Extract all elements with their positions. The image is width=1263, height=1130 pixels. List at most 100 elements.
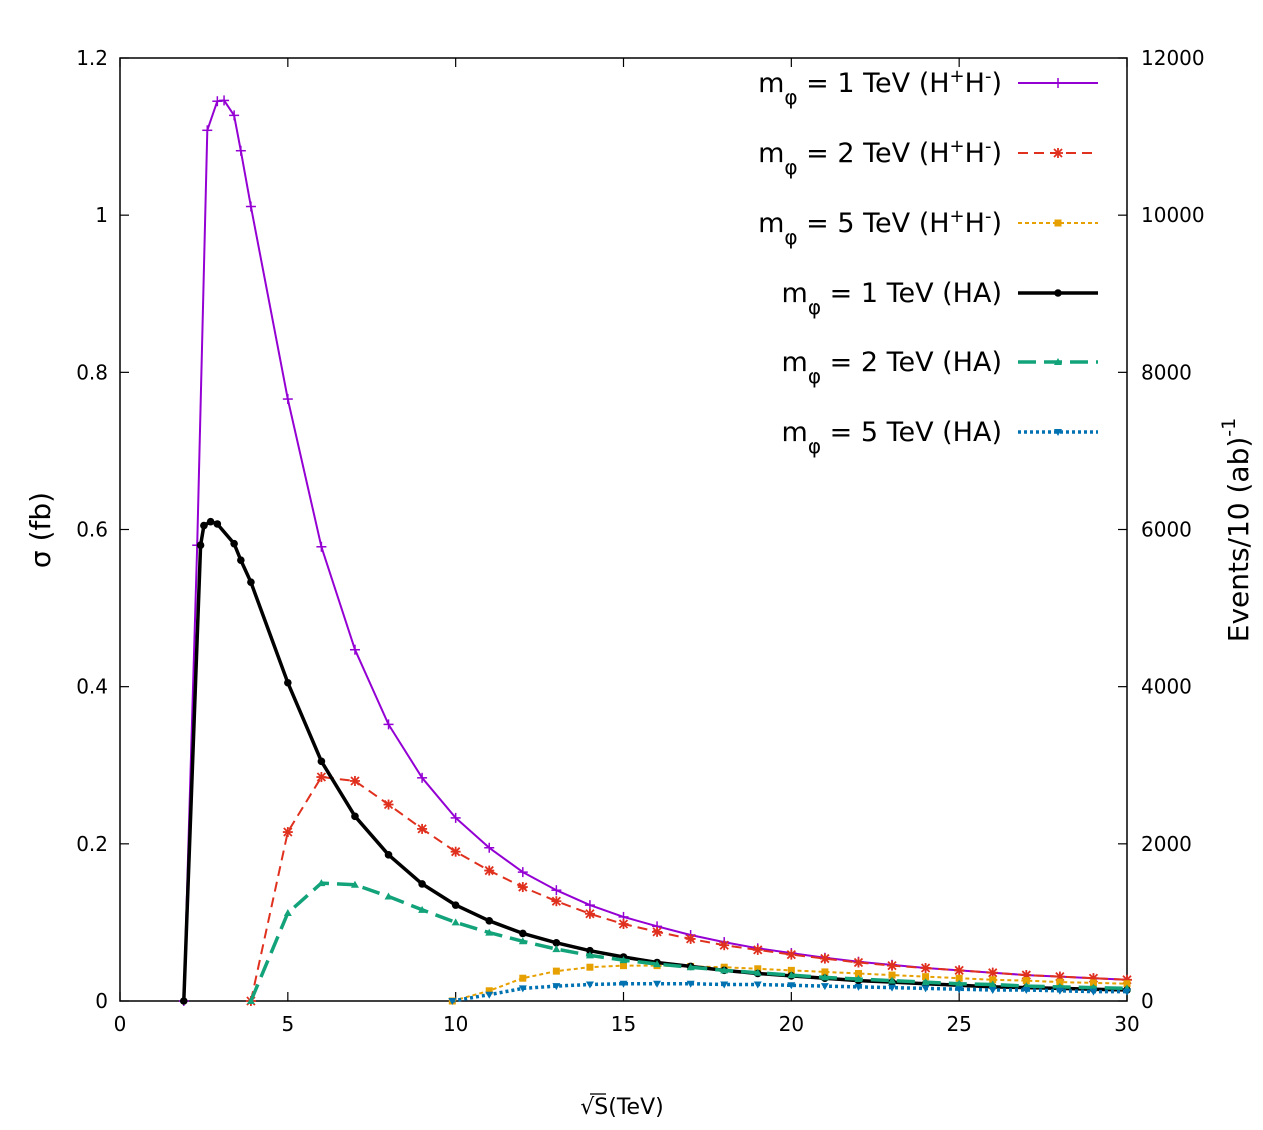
legend-item: mφ = 2 TeV (HA) [782, 347, 1098, 388]
legend-label: mφ = 5 TeV (H+H-) [758, 206, 1002, 250]
x-tick-label: 30 [1114, 1012, 1139, 1036]
data-point [753, 968, 762, 976]
data-point [219, 95, 230, 106]
y-tick-label: 0.8 [76, 360, 108, 384]
data-point [686, 963, 695, 971]
data-point [955, 986, 964, 994]
data-point [888, 971, 896, 979]
data-point [417, 823, 428, 834]
x-tick-label: 10 [443, 1012, 468, 1036]
data-point [652, 926, 663, 937]
legend-label: mφ = 1 TeV (H+H-) [758, 66, 1002, 110]
data-point [1054, 289, 1062, 297]
data-point [179, 997, 188, 1005]
data-point [245, 201, 256, 212]
data-point [888, 976, 897, 984]
data-point [586, 963, 594, 971]
data-point [551, 885, 562, 896]
y2-axis-title-base: Events/10 (ab) [1222, 437, 1255, 643]
data-point [819, 953, 830, 964]
y2-tick-label: 4000 [1141, 675, 1192, 699]
data-point [954, 965, 965, 976]
data-point [451, 918, 460, 926]
data-point [584, 900, 595, 911]
x-axis-root-symbol: √ [580, 1095, 595, 1120]
data-point [237, 556, 245, 564]
data-point [719, 940, 730, 951]
data-point [821, 968, 829, 976]
data-point [283, 908, 292, 916]
legend: mφ = 1 TeV (H+H-) mφ = 2 TeV (H+H-) mφ = 5… [758, 66, 1098, 458]
data-point [485, 991, 494, 999]
series-6 [448, 980, 1131, 1005]
data-point [552, 967, 560, 975]
data-point [854, 974, 863, 982]
data-point [585, 981, 594, 989]
data-point [485, 987, 493, 995]
y-tick-label: 0 [95, 989, 108, 1013]
data-point [230, 539, 238, 548]
data-point [517, 882, 528, 893]
legend-item: mφ = 1 TeV (H+H-) [758, 66, 1098, 110]
y2-tick-label: 2000 [1141, 832, 1192, 856]
y-tick-label: 0.4 [76, 675, 108, 699]
data-point [282, 394, 293, 405]
data-point [653, 980, 662, 988]
tick-marks [119, 57, 1128, 1002]
data-point [619, 980, 628, 988]
legend-label: mφ = 2 TeV (H+H-) [758, 136, 1002, 180]
data-point [418, 880, 426, 888]
data-point [247, 578, 255, 586]
data-point [620, 962, 627, 970]
data-point [196, 541, 205, 550]
y2-axis-title-exponent: -1 [1218, 418, 1240, 437]
data-point [1123, 980, 1131, 988]
x-tick-label: 5 [281, 1012, 294, 1036]
data-point [206, 517, 215, 526]
data-point [586, 946, 594, 955]
data-point [686, 980, 695, 988]
data-point [1054, 219, 1062, 227]
data-point [653, 960, 662, 968]
legend-item: mφ = 5 TeV (H+H-) [758, 206, 1098, 250]
data-point [921, 978, 930, 986]
data-point [350, 880, 359, 888]
series-layer [178, 95, 1132, 1006]
data-point [787, 971, 796, 979]
legend-item: mφ = 2 TeV (H+H-) [758, 136, 1098, 180]
data-point [317, 757, 326, 766]
y-axis-title: σ (fb) [24, 492, 57, 568]
data-point [720, 966, 729, 974]
data-point [417, 772, 428, 783]
data-point [887, 960, 898, 971]
data-point [485, 928, 494, 936]
data-point [752, 944, 763, 955]
data-point [1089, 988, 1098, 996]
y2-axis-title: Events/10 (ab)-1 [1218, 418, 1256, 643]
legend-label: mφ = 2 TeV (HA) [782, 347, 1002, 388]
data-point [921, 985, 930, 993]
data-point [1123, 988, 1131, 996]
data-point [1055, 987, 1064, 995]
legend-label: mφ = 5 TeV (HA) [782, 417, 1002, 458]
data-point [317, 879, 326, 887]
x-tick-label: 0 [114, 1012, 127, 1036]
plot-frame [119, 57, 1128, 1002]
data-point [1089, 979, 1097, 987]
legend-label: mφ = 1 TeV (HA) [782, 278, 1002, 319]
data-point [920, 962, 931, 973]
data-point [854, 983, 863, 991]
data-point [351, 812, 359, 821]
data-point [1022, 977, 1030, 985]
data-point [1053, 148, 1063, 158]
data-point [212, 96, 223, 107]
data-point [518, 985, 527, 993]
data-point [552, 945, 561, 953]
data-point [988, 986, 997, 994]
data-point [202, 125, 213, 136]
y2-tick-label: 12000 [1141, 46, 1205, 70]
series-line [182, 519, 1128, 1002]
data-point [349, 775, 360, 786]
data-point [517, 867, 528, 878]
